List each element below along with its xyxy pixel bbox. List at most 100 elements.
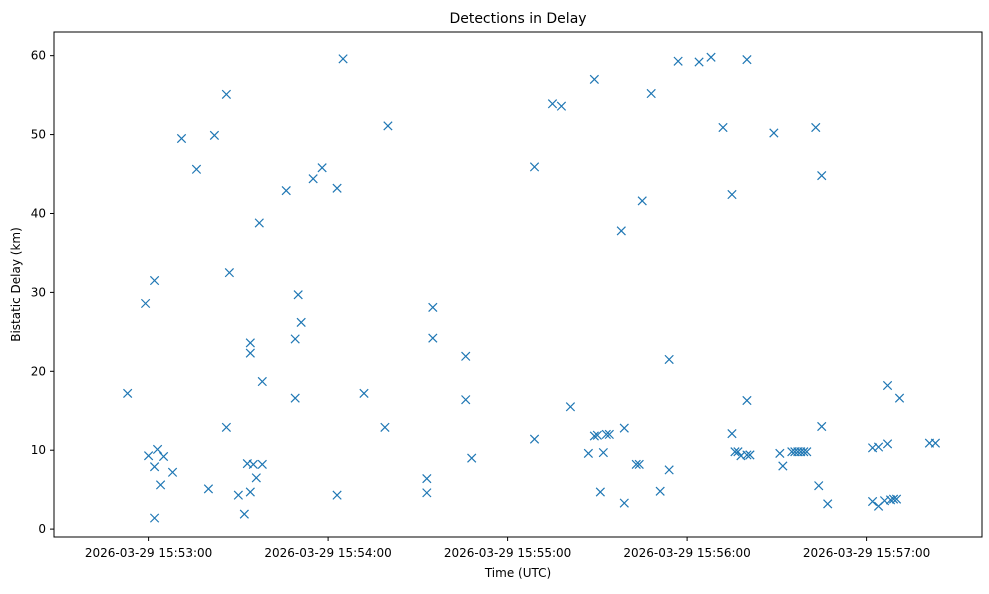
chart-title: Detections in Delay <box>449 11 586 27</box>
y-tick-label: 60 <box>31 49 46 63</box>
data-point <box>149 462 160 472</box>
data-point-stroke <box>802 447 812 457</box>
data-point <box>257 459 267 470</box>
data-point-stroke <box>814 481 824 491</box>
data-point <box>589 431 599 441</box>
data-point-stroke <box>176 133 187 144</box>
y-axis-label: Bistatic Delay (km) <box>9 227 23 342</box>
data-point <box>823 499 833 509</box>
data-point <box>203 484 214 494</box>
data-point-stroke <box>143 451 154 461</box>
x-tick-label: 2026-03-29 15:57:00 <box>803 546 930 560</box>
plot-frame <box>53 31 983 538</box>
data-point <box>664 354 674 365</box>
data-point <box>592 430 602 440</box>
data-point-stroke <box>529 434 540 444</box>
data-point-stroke <box>257 459 267 470</box>
data-point-stroke <box>203 484 214 494</box>
data-point <box>149 513 160 523</box>
data-point <box>637 196 647 206</box>
data-point <box>338 54 348 64</box>
data-point-stroke <box>706 52 716 62</box>
data-point <box>718 122 728 133</box>
data-point <box>467 453 477 463</box>
data-point <box>634 459 644 470</box>
data-point <box>332 490 342 500</box>
data-point-stroke <box>595 487 605 497</box>
data-point-stroke <box>529 162 540 172</box>
data-point-stroke <box>565 402 576 412</box>
data-point-stroke <box>873 442 884 452</box>
data-point <box>745 450 755 460</box>
data-point <box>422 488 432 498</box>
y-tick-label: 0 <box>38 522 46 536</box>
data-point <box>888 494 899 504</box>
data-point <box>143 451 154 461</box>
data-point <box>778 461 788 471</box>
data-point-stroke <box>332 183 342 193</box>
data-point-stroke <box>422 488 432 498</box>
data-point-stroke <box>823 499 833 509</box>
data-point-stroke <box>604 429 614 440</box>
data-point-stroke <box>251 473 261 483</box>
data-point-stroke <box>646 88 656 99</box>
data-point <box>461 395 471 405</box>
data-point-stroke <box>422 473 432 484</box>
data-point <box>254 218 264 228</box>
data-point-stroke <box>221 422 232 432</box>
data-point-stroke <box>547 99 558 109</box>
data-point-stroke <box>359 388 369 399</box>
data-point-stroke <box>149 513 160 523</box>
data-point <box>742 395 752 406</box>
data-point <box>598 447 608 458</box>
data-point-stroke <box>461 395 471 405</box>
data-point-stroke <box>637 196 647 206</box>
data-point-stroke <box>730 447 740 457</box>
data-point <box>882 439 893 449</box>
data-point-stroke <box>817 421 827 432</box>
data-point <box>293 290 303 300</box>
data-point <box>529 162 540 172</box>
data-point <box>176 133 187 144</box>
data-point-stroke <box>245 348 255 358</box>
data-point <box>281 185 291 196</box>
data-point <box>817 421 827 432</box>
data-point-stroke <box>233 490 243 500</box>
data-point-stroke <box>736 451 746 461</box>
data-point-stroke <box>930 438 941 448</box>
data-point <box>233 490 243 500</box>
data-point-stroke <box>817 170 827 181</box>
data-point <box>769 128 779 138</box>
data-point <box>461 351 471 361</box>
data-point <box>556 101 567 111</box>
y-tick-label: 20 <box>31 364 46 378</box>
data-point <box>257 376 267 387</box>
data-point-stroke <box>245 487 255 497</box>
data-point-stroke <box>140 298 151 309</box>
data-point-stroke <box>742 395 752 406</box>
data-point <box>727 189 737 200</box>
y-tick-label: 10 <box>31 443 46 457</box>
data-point <box>733 447 743 457</box>
data-point <box>583 448 593 458</box>
data-point <box>619 423 629 433</box>
data-point-stroke <box>149 275 160 286</box>
data-point-stroke <box>631 459 641 470</box>
data-point-stroke <box>742 54 752 65</box>
data-point-stroke <box>296 317 306 327</box>
data-point-stroke <box>589 74 599 84</box>
data-point <box>140 298 151 309</box>
data-point <box>290 334 300 344</box>
data-point-stroke <box>879 496 890 506</box>
data-point <box>565 402 576 412</box>
data-point-stroke <box>885 495 896 505</box>
data-point <box>799 447 809 457</box>
data-point-stroke <box>380 422 390 432</box>
x-axis-label: Time (UTC) <box>484 566 551 580</box>
data-point-stroke <box>882 380 893 391</box>
data-point-stroke <box>123 388 133 399</box>
data-point <box>359 388 369 399</box>
data-point <box>891 494 902 504</box>
data-point-stroke <box>290 334 300 344</box>
